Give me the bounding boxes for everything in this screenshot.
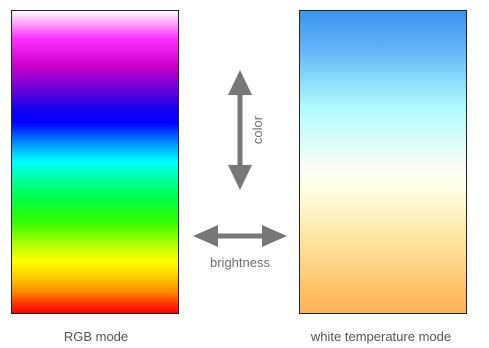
white-temperature-mode-label: white temperature mode xyxy=(310,329,452,344)
white-temperature-gradient-panel xyxy=(299,10,467,314)
brightness-axis-label: brightness xyxy=(210,255,270,270)
brightness-axis-arrow xyxy=(193,225,287,247)
rgb-mode-label: RGB mode xyxy=(63,329,129,344)
rgb-gradient-panel xyxy=(11,10,179,314)
axis-arrows-diagram: color brightness xyxy=(193,70,287,270)
color-axis-label: color xyxy=(250,115,265,144)
color-axis-arrow xyxy=(228,70,252,190)
